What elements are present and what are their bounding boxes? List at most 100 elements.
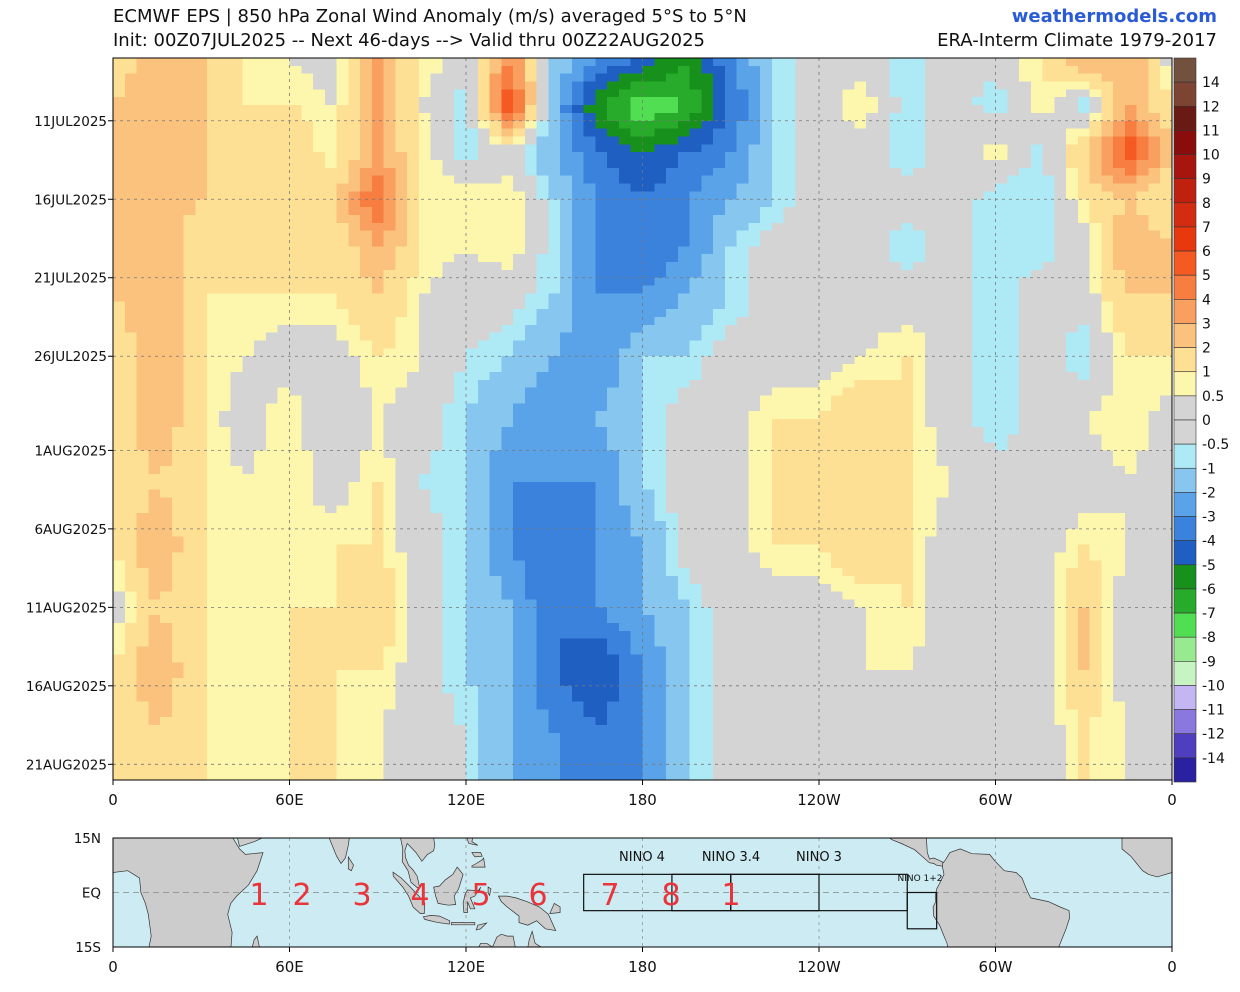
heatmap-cell: [1077, 73, 1091, 83]
heatmap-cell: [713, 215, 726, 224]
site-link[interactable]: weathermodels.com: [1011, 6, 1217, 27]
heatmap-cell: [877, 238, 891, 247]
heatmap-cell: [477, 387, 491, 396]
heatmap-cell: [924, 317, 938, 326]
heatmap-cell: [477, 473, 491, 483]
heatmap-cell: [313, 73, 326, 83]
heatmap-cell: [1066, 254, 1079, 263]
heatmap-cell: [266, 246, 279, 255]
heatmap-cell: [1101, 458, 1114, 467]
heatmap-cell: [936, 473, 950, 483]
heatmap-cell: [807, 434, 820, 444]
heatmap-cell: [183, 434, 196, 444]
heatmap-cell: [477, 73, 491, 83]
heatmap-cell: [1089, 254, 1102, 263]
heatmap-cell: [948, 246, 961, 255]
heatmap-cell: [1019, 230, 1032, 240]
heatmap-cell: [924, 89, 938, 98]
heatmap-cell: [771, 65, 785, 75]
heatmap-cell: [183, 246, 196, 255]
heatmap-cell: [1054, 309, 1067, 318]
heatmap-cell: [630, 136, 644, 145]
heatmap-cell: [207, 356, 220, 365]
heatmap-cell: [1042, 262, 1055, 271]
heatmap-cell: [254, 489, 267, 498]
heatmap-cell: [689, 152, 702, 161]
heatmap-cell: [442, 136, 455, 145]
heatmap-cell: [254, 160, 267, 169]
heatmap-cell: [666, 183, 679, 192]
heatmap-cell: [630, 309, 644, 318]
heatmap-cell: [313, 191, 326, 200]
heatmap-cell: [1148, 419, 1161, 428]
heatmap-cell: [619, 481, 632, 491]
heatmap-cell: [477, 58, 491, 67]
heatmap-cell: [877, 105, 891, 114]
heatmap-cell: [936, 199, 950, 208]
heatmap-cell: [430, 89, 444, 98]
heatmap-cell: [324, 175, 338, 185]
heatmap-cell: [1136, 411, 1150, 420]
heatmap-cell: [207, 160, 220, 169]
heatmap-cell: [513, 466, 526, 475]
heatmap-cell: [1030, 332, 1044, 342]
heatmap-cell: [807, 466, 820, 475]
heatmap-cell: [948, 183, 961, 192]
heatmap-cell: [983, 58, 997, 67]
heatmap-cell: [289, 199, 302, 208]
heatmap-cell: [630, 419, 644, 428]
heatmap-cell: [1030, 285, 1044, 294]
heatmap-cell: [854, 89, 867, 98]
heatmap-cell: [854, 332, 867, 342]
heatmap-cell: [395, 285, 408, 294]
heatmap-cell: [313, 128, 326, 137]
heatmap-cell: [701, 136, 714, 145]
heatmap-cell: [948, 269, 961, 279]
heatmap-cell: [1124, 128, 1138, 137]
heatmap-cell: [948, 65, 961, 75]
heatmap-cell: [277, 285, 291, 294]
heatmap-cell: [795, 317, 808, 326]
heatmap-cell: [277, 293, 291, 302]
heatmap-cell: [489, 175, 502, 185]
heatmap-cell: [1089, 387, 1102, 396]
heatmap-cell: [383, 183, 396, 192]
heatmap-cell: [760, 403, 773, 412]
heatmap-cell: [548, 58, 561, 67]
heatmap-cell: [819, 395, 832, 404]
heatmap-cell: [1160, 222, 1173, 232]
heatmap-cell: [548, 324, 561, 334]
heatmap-cell: [218, 450, 232, 459]
heatmap-cell: [642, 356, 655, 365]
heatmap-cell: [560, 301, 573, 310]
heatmap-cell: [430, 160, 444, 169]
heatmap-cell: [313, 458, 326, 467]
heatmap-cell: [807, 301, 820, 310]
heatmap-cell: [748, 277, 761, 287]
heatmap-cell: [901, 58, 914, 67]
heatmap-cell: [960, 97, 973, 106]
heatmap-cell: [336, 489, 349, 498]
heatmap-cell: [348, 348, 361, 357]
heatmap-cell: [1124, 293, 1138, 302]
heatmap-cell: [960, 481, 973, 491]
heatmap-cell: [524, 458, 538, 467]
heatmap-cell: [748, 387, 761, 396]
heatmap-cell: [819, 285, 832, 294]
heatmap-cell: [218, 395, 232, 404]
heatmap-cell: [183, 120, 196, 130]
heatmap-cell: [113, 167, 126, 177]
heatmap-cell: [972, 136, 985, 145]
heatmap-cell: [830, 348, 844, 357]
heatmap-cell: [748, 207, 761, 216]
heatmap-cell: [560, 238, 573, 247]
heatmap-cell: [266, 58, 279, 67]
heatmap-cell: [948, 191, 961, 200]
heatmap-cell: [913, 89, 926, 98]
heatmap-cell: [289, 387, 302, 396]
heatmap-cell: [489, 277, 502, 287]
heatmap-cell: [301, 191, 314, 200]
heatmap-cell: [336, 120, 349, 130]
heatmap-cell: [877, 230, 891, 240]
heatmap-cell: [642, 379, 655, 389]
